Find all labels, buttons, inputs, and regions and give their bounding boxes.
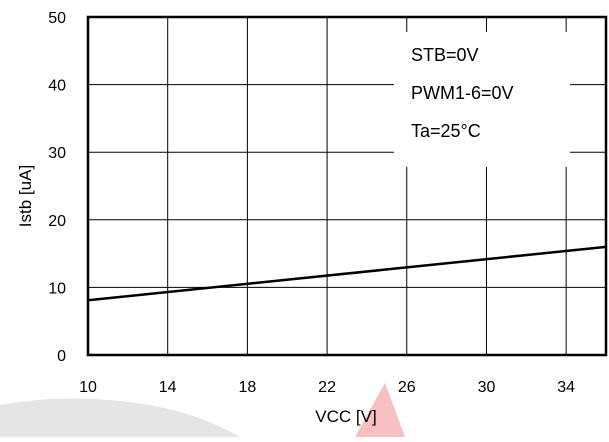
annotation-ta: Ta=25°C (411, 121, 481, 141)
x-tick-labels: 10 14 18 22 26 30 34 (79, 379, 575, 396)
y-tick-label: 30 (48, 145, 66, 162)
y-tick-label: 0 (57, 348, 66, 365)
plot-frame (86, 15, 608, 357)
y-tick-label: 20 (48, 213, 66, 230)
y-tick-label: 50 (48, 10, 66, 27)
series-line (87, 245, 607, 302)
x-tick-label: 34 (557, 379, 575, 396)
series-layer (87, 245, 607, 302)
x-tick-label: 10 (79, 379, 97, 396)
x-axis-label: VCC [V] (315, 407, 376, 426)
annotation-pwm: PWM1-6=0V (411, 83, 514, 103)
annotation-stb: STB=0V (411, 45, 479, 65)
annotation-box (394, 32, 570, 167)
x-tick-label: 14 (159, 379, 177, 396)
x-tick-label: 26 (398, 379, 416, 396)
x-tick-label: 18 (238, 379, 256, 396)
watermark-logo (0, 383, 405, 437)
y-axis-label: Istb [uA] (16, 165, 35, 227)
y-tick-label: 10 (48, 280, 66, 297)
y-tick-labels: 0 10 20 30 40 50 (48, 10, 66, 365)
x-tick-label: 22 (318, 379, 336, 396)
y-tick-label: 40 (48, 78, 66, 95)
x-tick-label: 30 (478, 379, 496, 396)
